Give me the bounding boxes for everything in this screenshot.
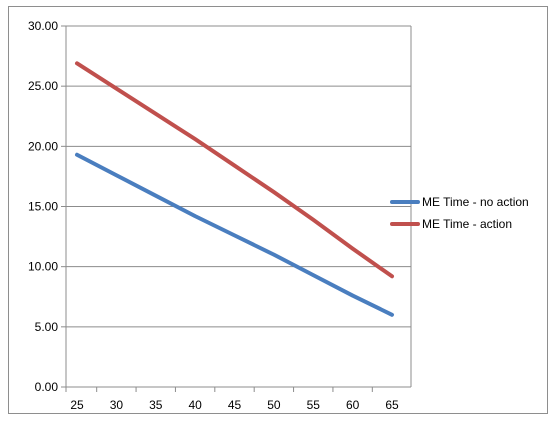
x-tick-label: 40 [188, 398, 202, 412]
x-axis-ticks: 25 30 35 40 45 50 55 60 65 [65, 387, 399, 412]
legend-label-1: ME Time - action [422, 217, 512, 231]
legend: ME Time - no action ME Time - action [390, 195, 529, 231]
series-lines [75, 61, 394, 317]
x-tick-label: 50 [267, 398, 281, 412]
y-tick-label: 30.00 [28, 19, 58, 33]
x-tick-label: 45 [228, 398, 242, 412]
x-tick-label: 35 [149, 398, 163, 412]
legend-label-0: ME Time - no action [422, 195, 529, 209]
y-tick-label: 10.00 [28, 260, 58, 274]
y-tick-label: 25.00 [28, 79, 58, 93]
x-tick-label: 25 [70, 398, 84, 412]
chart-frame [8, 6, 548, 414]
x-tick-label: 30 [110, 398, 124, 412]
x-tick-label: 65 [385, 398, 399, 412]
y-tick-label: 5.00 [35, 320, 59, 334]
x-tick-label: 55 [307, 398, 321, 412]
y-axis-ticks: 0.00 5.00 10.00 15.00 20.00 25.00 30.00 [28, 19, 66, 394]
x-tick-label: 60 [346, 398, 360, 412]
series-line-0 [75, 152, 394, 317]
series-line-1 [75, 61, 394, 279]
y-tick-label: 15.00 [28, 200, 58, 214]
y-tick-label: 0.00 [35, 380, 59, 394]
y-tick-label: 20.00 [28, 139, 58, 153]
gridlines [66, 25, 411, 388]
